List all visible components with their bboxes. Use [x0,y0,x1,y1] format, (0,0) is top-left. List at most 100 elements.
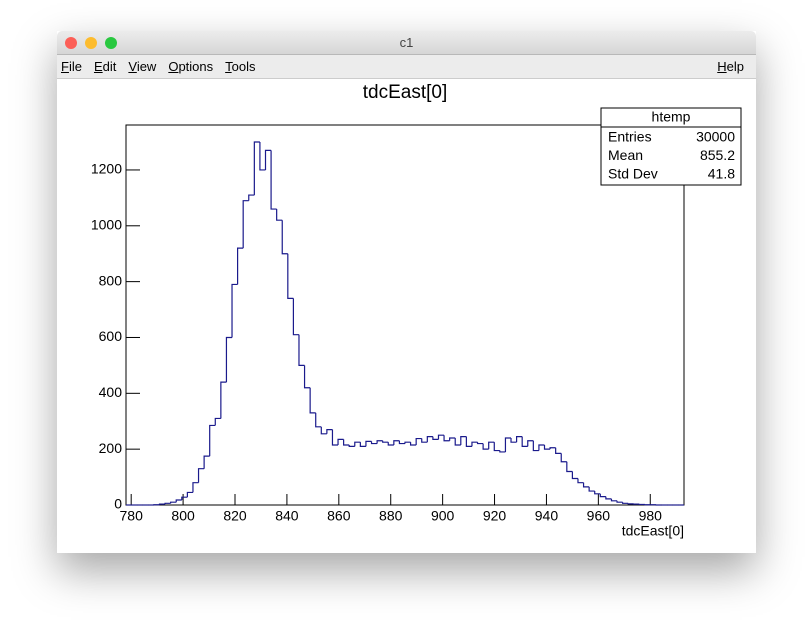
histogram-bin [186,491,193,498]
histogram-bin [449,437,456,441]
minimize-button[interactable] [85,37,97,49]
histogram-bin [309,387,316,414]
stats-title: htemp [652,109,691,125]
histogram-bin [359,442,366,447]
histogram-bin [605,496,612,500]
histogram-bin [476,442,484,445]
histogram-bin [437,434,445,440]
x-tick-label: 980 [639,508,663,524]
chart: tdcEast[0] tdcEast[0] 0 200 400 600 800 1000 1… [91,82,742,539]
histogram-bin [370,441,378,445]
histogram-bin [343,439,350,446]
x-tick-label: 860 [327,508,351,524]
histogram-bin [622,502,629,504]
histogram-bin [426,435,433,443]
x-tick-label: 820 [223,508,247,524]
y-tick-label: 0 [114,496,122,512]
y-tick-label: 1200 [91,161,122,177]
x-tick-label: 880 [379,508,403,524]
histogram-bin [393,440,400,445]
y-tick-label: 1000 [91,216,122,232]
histogram-bin [337,438,344,445]
x-tick-label: 840 [275,508,299,524]
chart-title: tdcEast[0] [363,82,448,103]
histogram-bin [287,253,294,299]
histogram-bin [543,444,551,450]
histogram-bin [237,247,244,285]
histogram-bin [499,450,506,453]
stats-label: Std Dev [608,166,658,182]
histogram-bin [382,440,389,443]
stats-value: 30000 [696,129,735,145]
histogram-bin [242,200,249,249]
histogram-bin [516,435,523,443]
histogram-bin [326,429,333,434]
histogram-bin [488,441,495,450]
menu-item[interactable]: Options [168,59,214,74]
histogram-bin [209,424,216,457]
histogram-bin [432,436,439,440]
histogram-bin [577,478,584,484]
histogram-bin [170,501,177,504]
histogram-bin [404,441,411,444]
stats-label: Mean [608,147,643,163]
y-tick-label: 600 [99,328,123,344]
histogram-bin [192,482,199,493]
histogram-bin [532,440,539,452]
x-tick-label: 900 [431,508,455,524]
histogram-bin [566,461,573,473]
x-tick-label: 920 [483,508,507,524]
stats-box [600,107,742,186]
histogram-bin [231,283,238,338]
histogram-bin [225,336,233,383]
histogram-bin [588,486,595,492]
histogram-bin [571,471,578,480]
histogram-bin [582,482,590,488]
histogram-bin [298,334,305,366]
histogram-bin [409,442,417,446]
histogram-bin [315,412,322,428]
zoom-button[interactable] [105,37,117,49]
histogram-bin [549,447,556,450]
stats-value: 41.8 [708,166,735,182]
histogram-bin [220,381,227,419]
menu-item[interactable]: Help [717,59,744,74]
histogram-bin [354,441,361,447]
histogram-bin [292,298,299,336]
histogram-bin [348,444,355,447]
histogram-bin [281,220,288,255]
menu-item[interactable]: File [61,59,82,74]
histogram-bin [164,502,171,505]
histogram-bin [214,417,221,426]
close-button[interactable] [65,37,77,49]
histogram-bin [376,440,383,444]
menu-item[interactable]: Edit [93,59,117,74]
histogram-bin [521,436,528,447]
menu-item[interactable]: View [128,59,157,74]
histogram-bin [415,437,422,445]
histogram-bin [443,435,450,442]
histogram-bin [203,455,210,469]
histogram-bin [175,499,182,503]
histogram-bin [454,437,461,446]
histogram-bin [594,491,601,495]
stats-value: 855.2 [700,147,735,163]
histogram-bin [555,447,562,454]
histogram-bin [482,443,489,450]
histogram-bin [504,437,512,452]
histogram-bin [560,453,567,463]
histogram-bin [610,498,618,502]
histogram-bin [331,429,339,446]
window-title: c1 [399,35,414,50]
histogram-bin [248,194,255,201]
histogram-bin [181,496,188,500]
histogram-bin [510,437,517,443]
histogram-bin [387,442,394,446]
title-bar: c1 [57,31,756,55]
histogram-bin [471,441,478,447]
menu-item[interactable]: Tools [225,59,256,74]
menu-bar: File Edit View Options Tools Help [57,55,756,79]
histogram-bin [264,149,272,170]
plot-frame [125,124,685,506]
